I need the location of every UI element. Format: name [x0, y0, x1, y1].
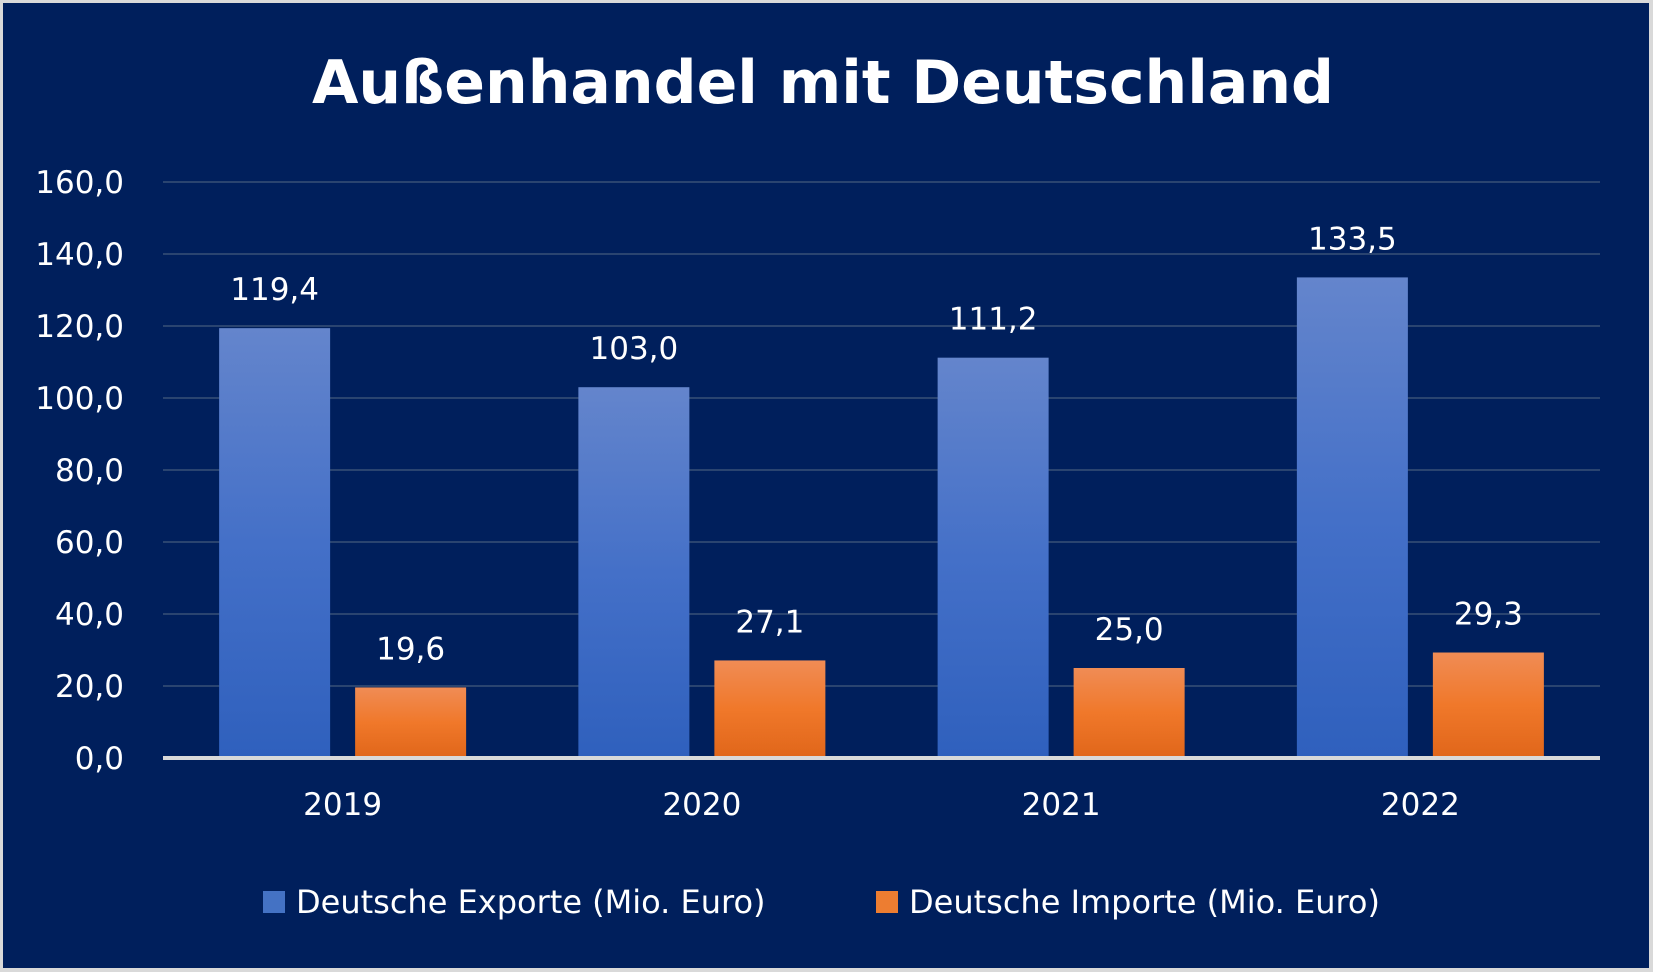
y-tick-label: 60,0 — [55, 525, 124, 561]
legend-swatch — [876, 891, 898, 913]
data-label: 19,6 — [376, 631, 445, 667]
y-tick-label: 100,0 — [35, 381, 124, 417]
data-label: 103,0 — [590, 331, 679, 367]
x-tick-label: 2022 — [1381, 787, 1460, 823]
legend-swatch — [263, 891, 285, 913]
export-bar-2020 — [578, 387, 690, 758]
bar-chart: Außenhandel mit Deutschland 0,0 20,0 40,0 6… — [35, 48, 1600, 921]
import-bar-2022 — [1432, 652, 1544, 758]
data-label: 29,3 — [1454, 597, 1523, 633]
y-tick-label: 80,0 — [55, 453, 124, 489]
chart-title: Außenhandel mit Deutschland — [312, 48, 1334, 118]
import-bar-2020 — [714, 660, 826, 758]
chart-area: Außenhandel mit Deutschland 0,0 20,0 40,0 6… — [3, 3, 1649, 968]
x-tick-label: 2019 — [303, 787, 382, 823]
y-tick-label: 120,0 — [35, 309, 124, 345]
y-tick-label: 140,0 — [35, 237, 124, 273]
y-tick-label: 20,0 — [55, 669, 124, 705]
data-label: 111,2 — [949, 302, 1038, 338]
y-tick-label: 0,0 — [75, 741, 124, 777]
data-label: 25,0 — [1095, 612, 1164, 648]
import-bar-2019 — [355, 687, 467, 758]
legend-entry: Deutsche Exporte (Mio. Euro) — [296, 883, 766, 921]
x-tick-label: 2020 — [662, 787, 741, 823]
legend-entry: Deutsche Importe (Mio. Euro) — [909, 883, 1380, 921]
export-bar-2022 — [1296, 277, 1408, 758]
data-label: 133,5 — [1308, 221, 1397, 257]
export-bar-2019 — [219, 328, 331, 758]
export-bar-2021 — [937, 357, 1049, 758]
import-bar-2021 — [1073, 668, 1185, 758]
y-tick-label: 40,0 — [55, 597, 124, 633]
data-label: 27,1 — [735, 604, 804, 640]
y-tick-label: 160,0 — [35, 165, 124, 201]
data-label: 119,4 — [230, 272, 319, 308]
x-tick-label: 2021 — [1022, 787, 1101, 823]
